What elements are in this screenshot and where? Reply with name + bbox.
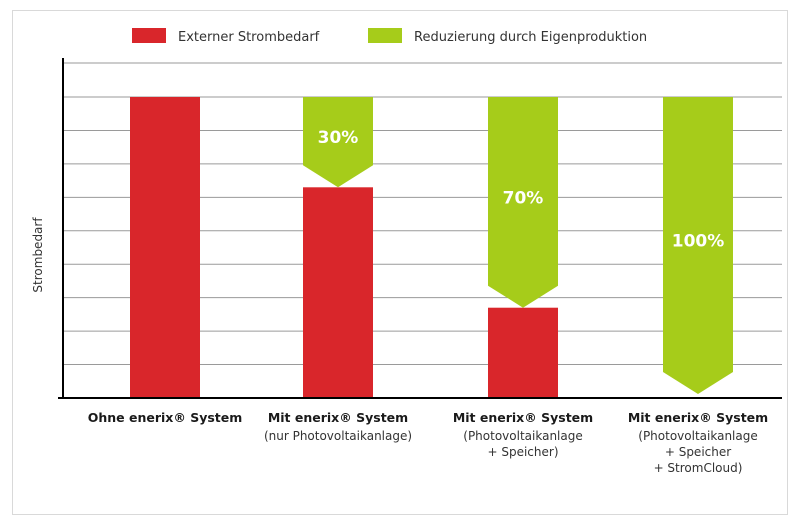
bar-reduction xyxy=(488,97,558,308)
reduction-percent-label: 30% xyxy=(318,128,359,148)
legend-swatch-reduction xyxy=(368,28,402,43)
bar-external xyxy=(130,97,200,398)
y-axis-label: Strombedarf xyxy=(31,217,45,293)
bar-reduction xyxy=(663,97,733,394)
category-subtitle: + Speicher) xyxy=(487,445,558,459)
category-title: Mit enerix® System xyxy=(453,410,593,425)
reduction-labels: 30% 70% 100% xyxy=(318,128,725,251)
bar-external xyxy=(488,307,558,398)
category-subtitle: (Photovoltaikanlage xyxy=(463,429,582,443)
bars xyxy=(130,97,733,398)
legend: Externer Strombedarf Reduzierung durch E… xyxy=(132,28,647,45)
category-subtitle: (nur Photovoltaikanlage) xyxy=(264,429,412,443)
reduction-percent-label: 100% xyxy=(672,232,725,252)
legend-swatch-external xyxy=(132,28,166,43)
category-title: Mit enerix® System xyxy=(268,410,408,425)
bar-reduction xyxy=(303,97,373,188)
reduction-percent-label: 70% xyxy=(503,188,544,208)
legend-label-reduction: Reduzierung durch Eigenproduktion xyxy=(414,30,647,45)
bar-external xyxy=(303,187,373,398)
category-title: Mit enerix® System xyxy=(628,410,768,425)
category-title: Ohne enerix® System xyxy=(88,410,243,425)
legend-label-external: Externer Strombedarf xyxy=(178,30,320,45)
category-subtitle: + StromCloud) xyxy=(654,461,743,475)
category-subtitle: (Photovoltaikanlage xyxy=(638,429,757,443)
category-subtitle: + Speicher xyxy=(665,445,731,459)
category-labels: Ohne enerix® System Mit enerix® System (nu… xyxy=(88,410,768,475)
